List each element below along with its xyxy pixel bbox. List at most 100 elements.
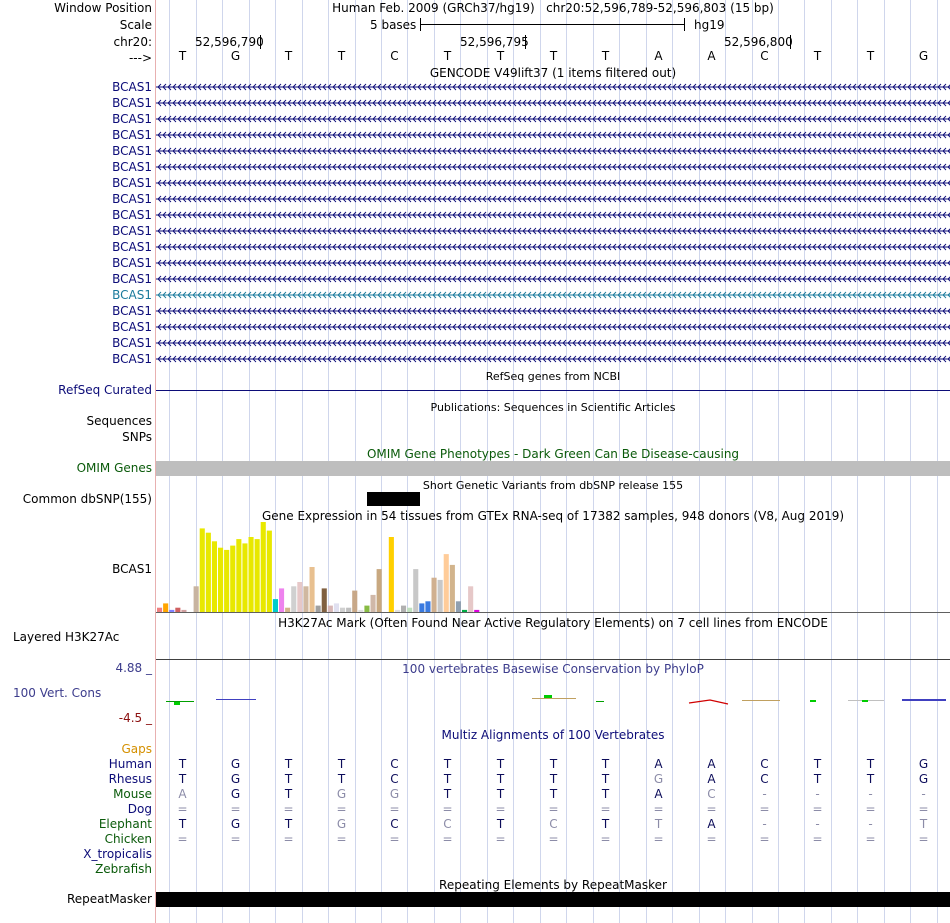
gencode-transcript-label[interactable]: BCAS1 [112,352,152,366]
refseq-curated-label[interactable]: RefSeq Curated [58,383,152,397]
gencode-transcript[interactable] [156,352,950,366]
gencode-transcript-label[interactable]: BCAS1 [112,224,152,238]
phylop-plot[interactable] [156,690,950,710]
multiz-base: C [443,817,452,831]
gencode-transcript[interactable] [156,240,950,254]
gencode-transcript-label[interactable]: BCAS1 [112,128,152,142]
chrom-label: chr20: [113,35,152,49]
gencode-transcript-label[interactable]: BCAS1 [112,80,152,94]
gtex-tissue-bar [394,609,400,612]
gencode-transcript-label[interactable]: BCAS1 [112,240,152,254]
refseq-gene-line[interactable] [156,390,950,391]
dbsnp-variant[interactable] [367,492,420,506]
multiz-gaps-label: Gaps [121,742,152,756]
gencode-transcript[interactable] [156,128,950,142]
gencode-transcript-label[interactable]: BCAS1 [112,192,152,206]
gencode-transcript-label[interactable]: BCAS1 [112,96,152,110]
multiz-base: C [760,772,769,786]
gencode-transcript-label[interactable]: BCAS1 [112,144,152,158]
window-position-text: Human Feb. 2009 (GRCh37/hg19) chr20:52,5… [156,1,950,15]
phylop-score-mark [544,695,552,698]
gtex-tissue-bar [401,605,407,612]
gencode-transcript[interactable] [156,256,950,270]
repeatmasker-track-title: Repeating Elements by RepeatMasker [439,878,667,892]
multiz-base: = [865,802,876,816]
gtex-tissue-bar [279,588,285,612]
multiz-base: G [336,817,347,831]
gtex-tissue-bar [431,577,437,612]
gencode-transcript[interactable] [156,320,950,334]
phylop-score-mark [742,700,780,701]
omim-genes-label[interactable]: OMIM Genes [76,461,152,475]
multiz-species-label[interactable]: Elephant [98,817,152,831]
publications-snps-label[interactable]: SNPs [122,430,152,444]
multiz-base: T [601,787,610,801]
multiz-base: T [654,817,663,831]
gencode-transcript[interactable] [156,272,950,286]
h3k27ac-label[interactable]: Layered H3K27Ac [13,630,120,644]
multiz-base: C [390,757,399,771]
multiz-base: = [812,802,823,816]
gencode-transcript[interactable] [156,224,950,238]
gtex-bar-chart[interactable] [156,520,950,612]
gencode-transcript[interactable] [156,112,950,126]
publications-sequences-label[interactable]: Sequences [86,414,152,428]
track-data-area[interactable]: Human Feb. 2009 (GRCh37/hg19) chr20:52,5… [156,0,950,923]
gencode-transcript[interactable] [156,336,950,350]
multiz-species-label[interactable]: Zebrafish [95,862,152,876]
multiz-species-label[interactable]: Chicken [104,832,152,846]
dna-base: T [443,49,452,63]
dna-base: T [813,49,822,63]
gencode-transcript-label[interactable]: BCAS1 [112,320,152,334]
gencode-transcript[interactable] [156,192,950,206]
gencode-transcript-label[interactable]: BCAS1 [112,176,152,190]
refseq-track-title: RefSeq genes from NCBI [485,370,621,383]
gencode-transcript-label[interactable]: BCAS1 [112,272,152,286]
multiz-base: = [759,832,770,846]
gencode-transcript[interactable] [156,176,950,190]
gencode-transcript[interactable] [156,208,950,222]
common-dbsnp-label[interactable]: Common dbSNP(155) [22,492,152,506]
gtex-tissue-bar [205,532,211,612]
repeatmasker-label[interactable]: RepeatMasker [66,892,152,906]
dna-base: T [601,49,610,63]
multiz-base: T [443,787,452,801]
multiz-base: = [548,802,559,816]
phylop-score-mark [596,701,604,702]
multiz-species-label[interactable]: Human [108,757,152,771]
gencode-transcript[interactable] [156,80,950,94]
multiz-base: = [653,802,664,816]
gencode-transcript-label[interactable]: BCAS1 [112,336,152,350]
repeatmasker-element[interactable] [156,892,950,907]
phylop-track-label[interactable]: 100 Vert. Cons [13,686,102,700]
gencode-transcript-label[interactable]: BCAS1 [112,304,152,318]
gencode-transcript[interactable] [156,144,950,158]
multiz-base: T [549,772,558,786]
multiz-species-label[interactable]: X_tropicalis [83,847,152,861]
multiz-base: T [178,772,187,786]
omim-gene-bar[interactable] [156,461,950,476]
scale-bar-right-tick [684,18,685,31]
dna-base: T [496,49,505,63]
multiz-base: = [918,832,929,846]
gencode-transcript-label[interactable]: BCAS1 [112,112,152,126]
multiz-base: T [284,817,293,831]
gencode-transcript[interactable] [156,304,950,318]
gtex-tissue-bar [248,537,254,612]
gencode-transcript[interactable] [156,96,950,110]
gtex-tissue-bar [443,554,449,612]
gencode-transcript-label[interactable]: BCAS1 [112,256,152,270]
gencode-transcript[interactable] [156,160,950,174]
gencode-transcript-label[interactable]: BCAS1 [112,288,152,302]
multiz-species-label[interactable]: Dog [127,802,152,816]
multiz-species-label[interactable]: Mouse [113,787,152,801]
multiz-species-label[interactable]: Rhesus [108,772,152,786]
gtex-tissue-bar [370,594,376,612]
gencode-transcript[interactable] [156,288,950,302]
gencode-transcript-label[interactable]: BCAS1 [112,208,152,222]
gencode-transcript-label[interactable]: BCAS1 [112,160,152,174]
gtex-gene-label[interactable]: BCAS1 [112,562,152,576]
multiz-base: G [230,817,241,831]
phylop-score-mark [810,700,816,702]
